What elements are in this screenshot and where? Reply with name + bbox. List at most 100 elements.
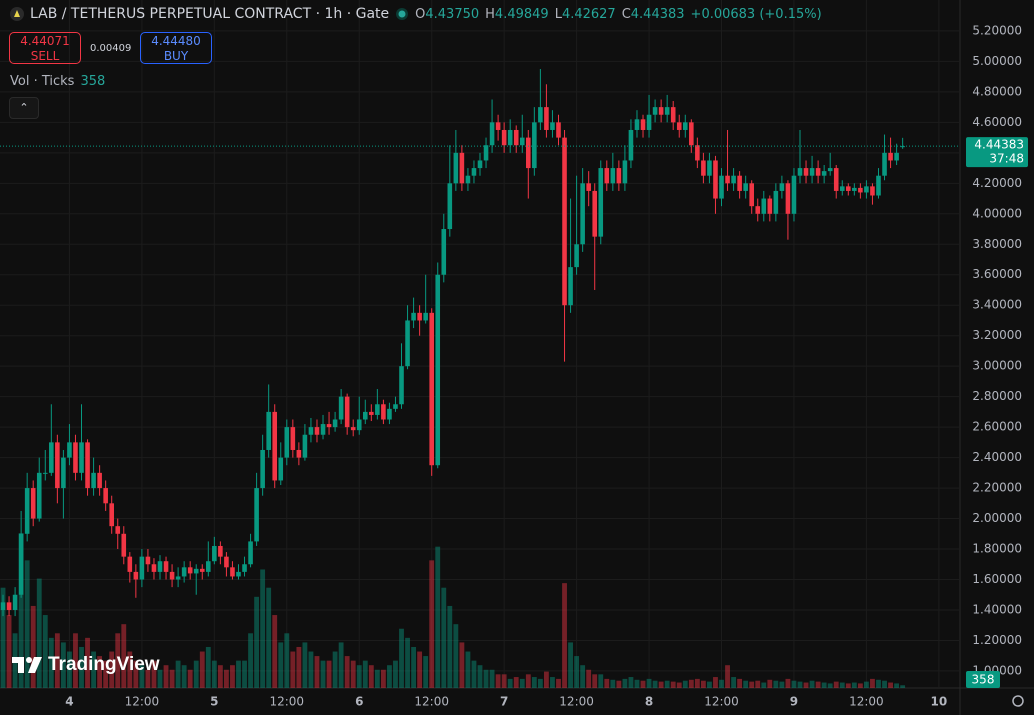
volume-bar (719, 679, 724, 688)
candle-body (199, 568, 205, 572)
volume-bar (380, 669, 386, 688)
volume-bar (531, 677, 537, 688)
x-tick-label: 5 (210, 695, 218, 709)
x-tick-label: 4 (65, 695, 73, 709)
x-tick-label: 7 (500, 695, 508, 709)
candle-body (604, 168, 610, 184)
candle-body (664, 107, 670, 115)
volume-bar (537, 678, 543, 688)
candle-body (103, 488, 108, 504)
candle-body (362, 411, 368, 420)
low-value: 4.42627 (561, 6, 616, 22)
volume-bar (18, 533, 24, 688)
volume-bar (610, 679, 616, 688)
candle-body (133, 571, 139, 580)
volume-bar (749, 681, 755, 688)
candle-body (713, 160, 718, 199)
volume-bar (888, 682, 893, 688)
volume-bar (773, 680, 779, 688)
volume-bar (6, 615, 12, 688)
candle-body (97, 472, 102, 489)
candle-body (49, 442, 54, 473)
volume-bar (145, 669, 151, 688)
candle-body (206, 561, 211, 572)
candle-body (369, 411, 374, 415)
symbol-title: LAB / TETHERUS PERPETUAL CONTRACT · 1h ·… (30, 6, 390, 22)
volume-bar (36, 578, 42, 688)
candle-body (562, 137, 567, 306)
candle-body (858, 187, 863, 193)
candle-body (526, 137, 531, 169)
spread: 0.00409 (90, 43, 132, 54)
volume-bar (139, 665, 145, 688)
candle-body (314, 427, 320, 435)
y-tick-label: 4.60000 (972, 115, 1022, 129)
volume-bar (900, 685, 906, 688)
open-value: 4.43750 (425, 6, 480, 22)
buy-button[interactable]: 4.44480 BUY (140, 32, 212, 64)
candle-body (833, 168, 839, 191)
y-tick-label: 1.20000 (972, 633, 1022, 647)
candle-body (725, 175, 730, 184)
y-tick-label: 4.20000 (972, 176, 1022, 190)
candle-body (821, 171, 827, 176)
candle-body (580, 183, 585, 245)
volume-bar (54, 633, 60, 688)
candle-body (695, 145, 700, 161)
brand-name: TradingView (48, 654, 160, 675)
volume-bar (181, 665, 187, 688)
volume-bar (725, 665, 730, 688)
candle-body (18, 533, 24, 595)
candle-body (344, 396, 350, 428)
volume-bar (459, 642, 465, 688)
volume-bar (374, 669, 380, 688)
candle-body (495, 122, 501, 130)
y-tick-label: 3.20000 (972, 328, 1022, 342)
candle-body (55, 442, 60, 489)
candle-body (598, 168, 604, 237)
candle-body (876, 175, 881, 196)
candle-body (24, 488, 30, 534)
volume-bar (574, 656, 580, 688)
y-tick-label: 5.00000 (972, 54, 1022, 68)
candle-body (652, 107, 658, 115)
volume-bar (429, 560, 435, 688)
candle-body (870, 186, 875, 196)
candle-body (556, 122, 561, 138)
volume-bar (151, 660, 157, 688)
volume-bars (0, 533, 906, 688)
volume-tag-label: 358 (972, 673, 995, 687)
volume-bar (278, 642, 284, 688)
volume-bar (694, 678, 700, 688)
candle-body (483, 145, 489, 161)
y-tick-label: 1.60000 (972, 572, 1022, 586)
settings-icon[interactable] (1012, 695, 1024, 707)
volume-bar (314, 656, 320, 688)
y-tick-label: 4.00000 (972, 206, 1022, 220)
candle-body (586, 183, 591, 191)
x-tick-label: 12:00 (559, 695, 594, 709)
volume-bar (592, 674, 598, 688)
volume-bar (483, 669, 489, 688)
candle-body (236, 571, 241, 577)
volume-bar (894, 683, 900, 688)
volume-bar (169, 669, 175, 688)
candle-body (435, 274, 441, 466)
volume-title: Vol · Ticks (10, 74, 75, 89)
volume-bar (48, 637, 54, 688)
candle-body (616, 168, 622, 184)
candle-body (489, 122, 495, 146)
candle-body (846, 186, 851, 191)
x-tick-label: 12:00 (414, 695, 449, 709)
volume-bar (658, 681, 664, 688)
collapse-button[interactable]: ⌃ (9, 97, 39, 119)
candle-body (296, 449, 302, 458)
candle-body (387, 408, 392, 420)
candle-body (797, 168, 803, 176)
volume-bar (785, 678, 791, 688)
volume-bar (242, 660, 247, 688)
candle-body (628, 129, 634, 161)
sell-button[interactable]: 4.44071 SELL (9, 32, 81, 64)
volume-bar (387, 665, 392, 688)
